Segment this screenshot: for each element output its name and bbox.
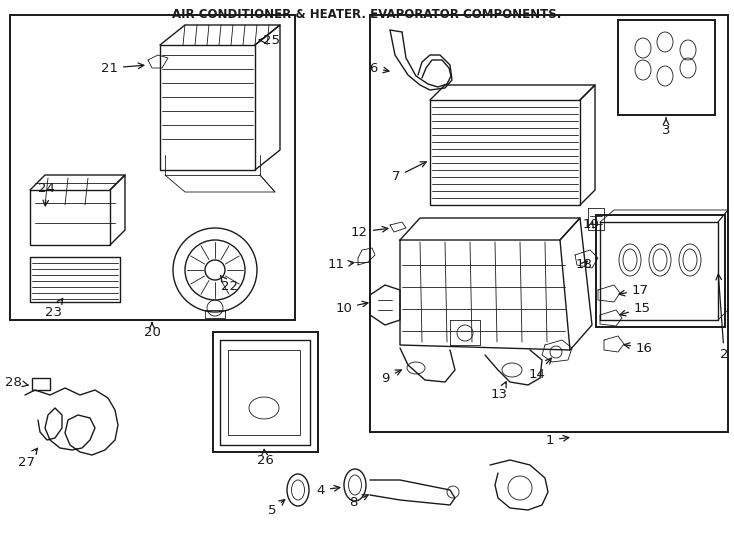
- Text: 19: 19: [583, 219, 600, 232]
- Text: AIR CONDITIONER & HEATER. EVAPORATOR COMPONENTS.: AIR CONDITIONER & HEATER. EVAPORATOR COM…: [172, 8, 562, 21]
- Text: 5: 5: [268, 500, 285, 516]
- Text: 14: 14: [528, 358, 551, 381]
- Bar: [370, 15, 728, 432]
- Text: 12: 12: [351, 226, 388, 239]
- Text: 9: 9: [382, 370, 401, 384]
- Text: 23: 23: [45, 299, 62, 319]
- Text: 4: 4: [316, 483, 340, 496]
- Text: 8: 8: [349, 495, 368, 509]
- Text: 17: 17: [619, 284, 649, 296]
- Text: 10: 10: [335, 301, 368, 314]
- Bar: [32, 378, 50, 390]
- Text: 13: 13: [491, 382, 508, 402]
- Text: 26: 26: [257, 449, 274, 467]
- Text: 7: 7: [391, 162, 426, 184]
- Text: 21: 21: [101, 62, 144, 75]
- Text: 24: 24: [38, 181, 55, 206]
- Text: 22: 22: [220, 275, 238, 294]
- Text: 11: 11: [328, 259, 354, 272]
- Text: 20: 20: [144, 322, 161, 339]
- Text: 16: 16: [624, 341, 653, 354]
- Text: 3: 3: [662, 118, 670, 137]
- Text: 2: 2: [716, 274, 729, 361]
- Text: 1: 1: [545, 434, 569, 447]
- Bar: [10, 15, 295, 320]
- Text: 18: 18: [575, 259, 592, 272]
- Text: 15: 15: [620, 301, 651, 316]
- Text: 27: 27: [18, 448, 37, 469]
- Text: 28: 28: [5, 375, 28, 388]
- Bar: [213, 332, 318, 452]
- Bar: [618, 20, 715, 115]
- Text: 25: 25: [259, 33, 280, 46]
- Text: 6: 6: [370, 62, 389, 75]
- Bar: [596, 215, 725, 327]
